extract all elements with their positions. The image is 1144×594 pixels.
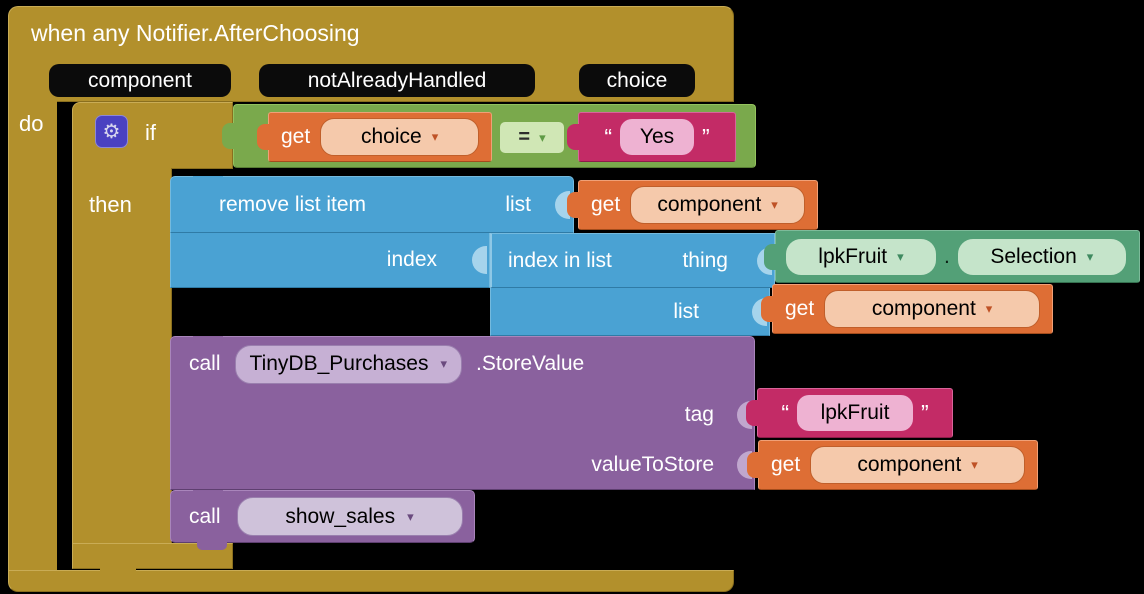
text-yes-field[interactable]: Yes — [620, 119, 694, 155]
get-component-2-plug — [761, 296, 774, 322]
open-quote: “ — [604, 123, 612, 150]
procedure-dropdown[interactable]: show_sales ▾ — [236, 497, 463, 536]
text-lpkfruit-value: lpkFruit — [820, 401, 890, 424]
text-string-yes-block[interactable]: “ Yes ” — [567, 112, 736, 162]
dropdown-arrow-icon[interactable]: ▾ — [1086, 248, 1094, 264]
call-label: call — [189, 504, 221, 528]
if-block-left-spine[interactable]: then — [72, 168, 172, 544]
show-sales-top-notch — [193, 490, 223, 498]
dropdown-arrow-icon[interactable]: ▾ — [539, 129, 546, 145]
tinydb-storevalue-call-block[interactable]: call TinyDB_Purchases ▾ .StoreValue tag … — [170, 336, 755, 490]
dropdown-arrow-icon[interactable]: ▾ — [440, 356, 448, 371]
get-component-block-3[interactable]: get component ▾ — [747, 440, 1038, 490]
lpkfruit-selection-getter-block[interactable]: lpkFruit ▾ . Selection ▾ — [764, 230, 1140, 283]
param-chip-component[interactable]: component — [49, 64, 231, 97]
text-lpkfruit-plug — [746, 400, 759, 426]
text-yes-value: Yes — [639, 125, 675, 148]
component-selector-value: lpkFruit — [818, 244, 888, 268]
open-quote: “ — [781, 399, 789, 426]
gear-icon[interactable]: ⚙ — [95, 115, 128, 148]
property-selector-dropdown[interactable]: Selection ▾ — [957, 238, 1126, 275]
selection-getter-plug — [764, 244, 777, 270]
text-string-lpkfruit-block[interactable]: “ lpkFruit ” — [746, 388, 953, 438]
component-variable-value: component — [657, 193, 762, 216]
index-input-socket — [472, 246, 487, 274]
operator-dropdown[interactable]: = ▾ — [500, 122, 564, 153]
method-label: .StoreValue — [476, 352, 585, 375]
remove-block-top-notch — [193, 176, 223, 184]
dropdown-arrow-icon[interactable]: ▾ — [771, 197, 778, 212]
if-label: if — [145, 120, 156, 145]
valuetostore-input-label: valueToStore — [591, 453, 714, 476]
component-selector-dropdown[interactable]: lpkFruit ▾ — [786, 238, 936, 275]
get-label: get — [591, 193, 621, 216]
tinydb-component-dropdown[interactable]: TinyDB_Purchases ▾ — [234, 344, 463, 384]
get-choice-plug — [257, 124, 270, 150]
if-block-bottom-notch — [100, 568, 136, 577]
list-input-label: list — [673, 299, 699, 323]
dropdown-arrow-icon[interactable]: ▾ — [897, 248, 904, 264]
call-label: call — [189, 352, 221, 375]
get-choice-block[interactable]: get choice ▾ — [257, 112, 492, 162]
remove-list-item-label: remove list item — [219, 192, 367, 216]
component-variable-dropdown[interactable]: component ▾ — [824, 290, 1040, 328]
event-title: when any Notifier.AfterChoosing — [31, 20, 360, 46]
equals-comparison-block[interactable]: get choice ▾ = ▾ “ Yes ” — [222, 104, 756, 168]
then-label: then — [89, 192, 132, 217]
choice-variable-dropdown[interactable]: choice ▾ — [320, 118, 479, 156]
do-label: do — [19, 111, 44, 136]
show-sales-call-block[interactable]: call show_sales ▾ — [170, 490, 475, 543]
dropdown-arrow-icon[interactable]: ▾ — [431, 129, 439, 144]
get-label: get — [281, 125, 311, 148]
thing-input-label: thing — [682, 248, 728, 272]
equals-block-plug — [222, 123, 235, 149]
text-yes-plug — [567, 124, 580, 150]
get-component-1-plug — [567, 192, 580, 218]
component-variable-dropdown[interactable]: component ▾ — [630, 186, 805, 224]
dropdown-arrow-icon[interactable]: ▾ — [407, 508, 414, 524]
get-component-block-2[interactable]: get component ▾ — [761, 284, 1053, 334]
list-input-socket — [555, 191, 570, 219]
get-component-block-1[interactable]: get component ▾ — [567, 180, 818, 230]
component-variable-value: component — [857, 453, 962, 476]
when-block-bottom-bar — [8, 570, 734, 592]
dropdown-arrow-icon[interactable]: ▾ — [971, 457, 978, 472]
property-dot: . — [944, 244, 950, 268]
component-variable-value: component — [871, 297, 976, 320]
when-block-left-spine[interactable]: do — [8, 101, 57, 571]
close-quote: ” — [702, 123, 710, 150]
show-sales-bottom-notch — [197, 542, 227, 550]
remove-list-item-index-row[interactable]: index — [170, 233, 490, 288]
dropdown-arrow-icon[interactable]: ▾ — [985, 301, 993, 316]
component-variable-dropdown[interactable]: component ▾ — [810, 446, 1025, 484]
storevalue-top-notch — [193, 336, 223, 344]
index-in-list-block[interactable]: index in list thing — [490, 233, 775, 288]
param-chip-notalreadyhandled[interactable]: notAlreadyHandled — [259, 64, 535, 97]
get-label: get — [771, 453, 801, 476]
property-selector-value: Selection — [990, 244, 1077, 268]
tag-input-label: tag — [684, 403, 714, 426]
when-event-block[interactable]: when any Notifier.AfterChoosing componen… — [8, 6, 734, 102]
get-label: get — [785, 297, 815, 320]
param-chip-choice[interactable]: choice — [579, 64, 695, 97]
gear-glyph: ⚙ — [102, 121, 121, 143]
choice-variable-value: choice — [360, 125, 422, 148]
procedure-value: show_sales — [285, 504, 396, 528]
remove-list-item-block[interactable]: remove list item list — [170, 176, 574, 233]
index-in-list-list-row[interactable]: list — [490, 288, 770, 336]
close-quote: ” — [921, 399, 929, 426]
if-control-block[interactable]: ⚙ if — [72, 102, 233, 169]
list-input-label: list — [505, 192, 531, 216]
index-in-list-label: index in list — [508, 248, 612, 272]
index-input-label: index — [386, 248, 437, 271]
get-component-3-plug — [747, 452, 760, 478]
operator-value: = — [518, 126, 531, 148]
tinydb-component-value: TinyDB_Purchases — [249, 352, 429, 375]
text-lpkfruit-field[interactable]: lpkFruit — [797, 395, 913, 431]
